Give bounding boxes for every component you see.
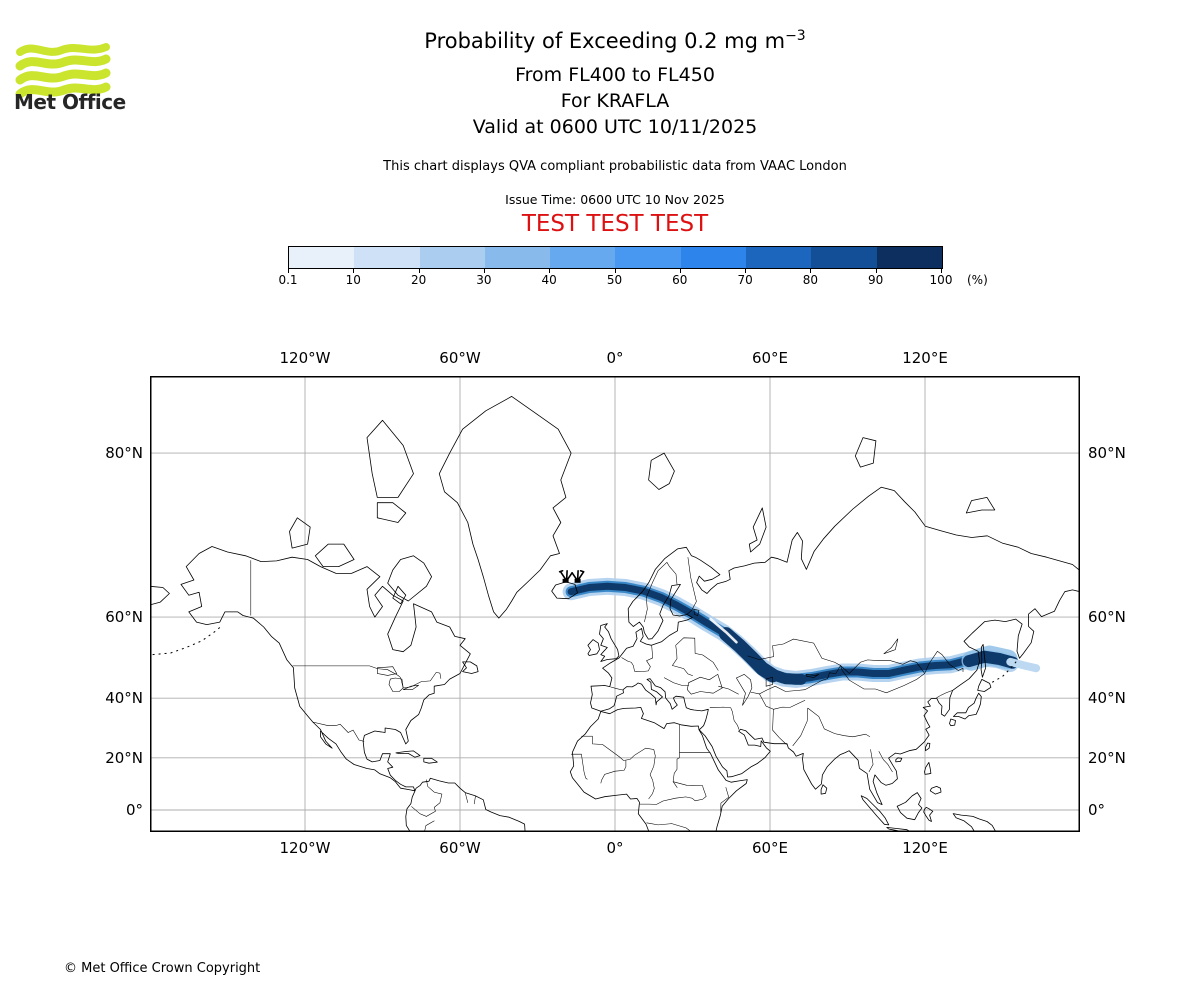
colorbar-tick bbox=[679, 269, 681, 273]
colorbar-segment bbox=[354, 247, 420, 268]
colorbar-segment bbox=[746, 247, 812, 268]
lat-label-right: 20°N bbox=[1088, 748, 1126, 767]
colorbar-tick bbox=[614, 269, 616, 273]
lon-label-top: 120°E bbox=[902, 349, 948, 367]
colorbar-tick-label: 20 bbox=[410, 273, 427, 287]
lat-label-right: 40°N bbox=[1088, 689, 1126, 708]
lon-label-top: 60°E bbox=[751, 349, 789, 367]
lon-label-bottom: 60°E bbox=[751, 839, 789, 857]
colorbar-tick-label: 80 bbox=[802, 273, 819, 287]
lat-label-left: 60°N bbox=[105, 608, 143, 627]
qva-note: This chart displays QVA compliant probab… bbox=[383, 159, 847, 174]
island-chains bbox=[152, 625, 1018, 683]
colorbar-unit-label: (%) bbox=[967, 273, 988, 287]
issue-time: Issue Time: 0600 UTC 10 Nov 2025 bbox=[505, 192, 725, 207]
colorbar-segment bbox=[289, 247, 355, 268]
lat-label-right: 60°N bbox=[1088, 608, 1126, 627]
chart-title: Probability of Exceeding 0.2 mg m−3 bbox=[424, 28, 806, 53]
volcano-eruption-icon bbox=[558, 570, 585, 583]
graticule-gridlines bbox=[150, 376, 1080, 832]
coastlines bbox=[150, 396, 1080, 832]
probability-colorbar bbox=[288, 246, 943, 269]
colorbar-tick bbox=[941, 269, 942, 273]
colorbar-tick-label: 10 bbox=[345, 273, 361, 287]
lon-label-top: 120°W bbox=[279, 349, 331, 367]
logo-waves-icon bbox=[15, 43, 111, 99]
colorbar-tick bbox=[549, 269, 551, 273]
title-exponent: −3 bbox=[785, 28, 806, 44]
lat-label-right: 80°N bbox=[1088, 444, 1126, 463]
colorbar-tick-label: 30 bbox=[476, 273, 492, 287]
lon-label-top: 0° bbox=[606, 349, 624, 367]
colorbar-tick bbox=[745, 269, 747, 273]
lat-label-left: 20°N bbox=[105, 748, 143, 767]
colorbar-tick-label: 40 bbox=[541, 273, 557, 287]
lon-label-bottom: 120°E bbox=[902, 839, 948, 857]
lon-label-bottom: 60°W bbox=[439, 839, 481, 857]
colorbar-segment bbox=[680, 247, 747, 268]
copyright-text: © Met Office Crown Copyright bbox=[64, 961, 261, 976]
subtitle-volcano: For KRAFLA bbox=[560, 90, 670, 112]
colorbar-segment bbox=[811, 247, 877, 268]
colorbar-tick-label: 50 bbox=[606, 273, 623, 287]
subtitle-valid-time: Valid at 0600 UTC 10/11/2025 bbox=[472, 116, 758, 138]
lon-label-bottom: 120°W bbox=[279, 839, 331, 857]
lat-label-right: 0° bbox=[1088, 801, 1106, 819]
colorbar-tick bbox=[810, 269, 812, 273]
country-borders bbox=[250, 557, 964, 832]
lon-label-bottom: 0° bbox=[606, 839, 624, 857]
colorbar-segment bbox=[615, 247, 681, 268]
lon-label-top: 60°W bbox=[439, 349, 481, 367]
world-map bbox=[150, 376, 1080, 832]
colorbar-segment bbox=[550, 247, 616, 268]
colorbar-tick bbox=[875, 269, 877, 273]
subtitle-flight-levels: From FL400 to FL450 bbox=[515, 64, 715, 86]
colorbar-tick-label: 70 bbox=[737, 273, 753, 287]
lat-label-left: 80°N bbox=[105, 444, 143, 463]
colorbar-tick-label: 0.1 bbox=[278, 273, 298, 287]
met-office-logo bbox=[15, 43, 111, 99]
colorbar-tick-label: 60 bbox=[672, 273, 688, 287]
colorbar-tick-label: 100 bbox=[929, 273, 953, 287]
lakes bbox=[377, 608, 899, 706]
ash-plume bbox=[562, 577, 1041, 688]
colorbar-tick bbox=[353, 269, 355, 273]
lat-label-left: 40°N bbox=[105, 689, 143, 708]
map-area bbox=[150, 376, 1080, 832]
colorbar-tick bbox=[418, 269, 420, 273]
colorbar-tick-label: 90 bbox=[868, 273, 884, 287]
colorbar-segment bbox=[876, 247, 942, 268]
test-banner: TEST TEST TEST bbox=[521, 211, 709, 237]
lat-label-left: 0° bbox=[125, 801, 143, 819]
logo-wordmark: Met Office bbox=[14, 90, 126, 114]
map-frame bbox=[150, 376, 1080, 832]
colorbar-tick bbox=[483, 269, 485, 273]
colorbar-tick bbox=[288, 269, 289, 273]
colorbar-segment bbox=[484, 247, 551, 268]
colorbar-segment bbox=[419, 247, 485, 268]
